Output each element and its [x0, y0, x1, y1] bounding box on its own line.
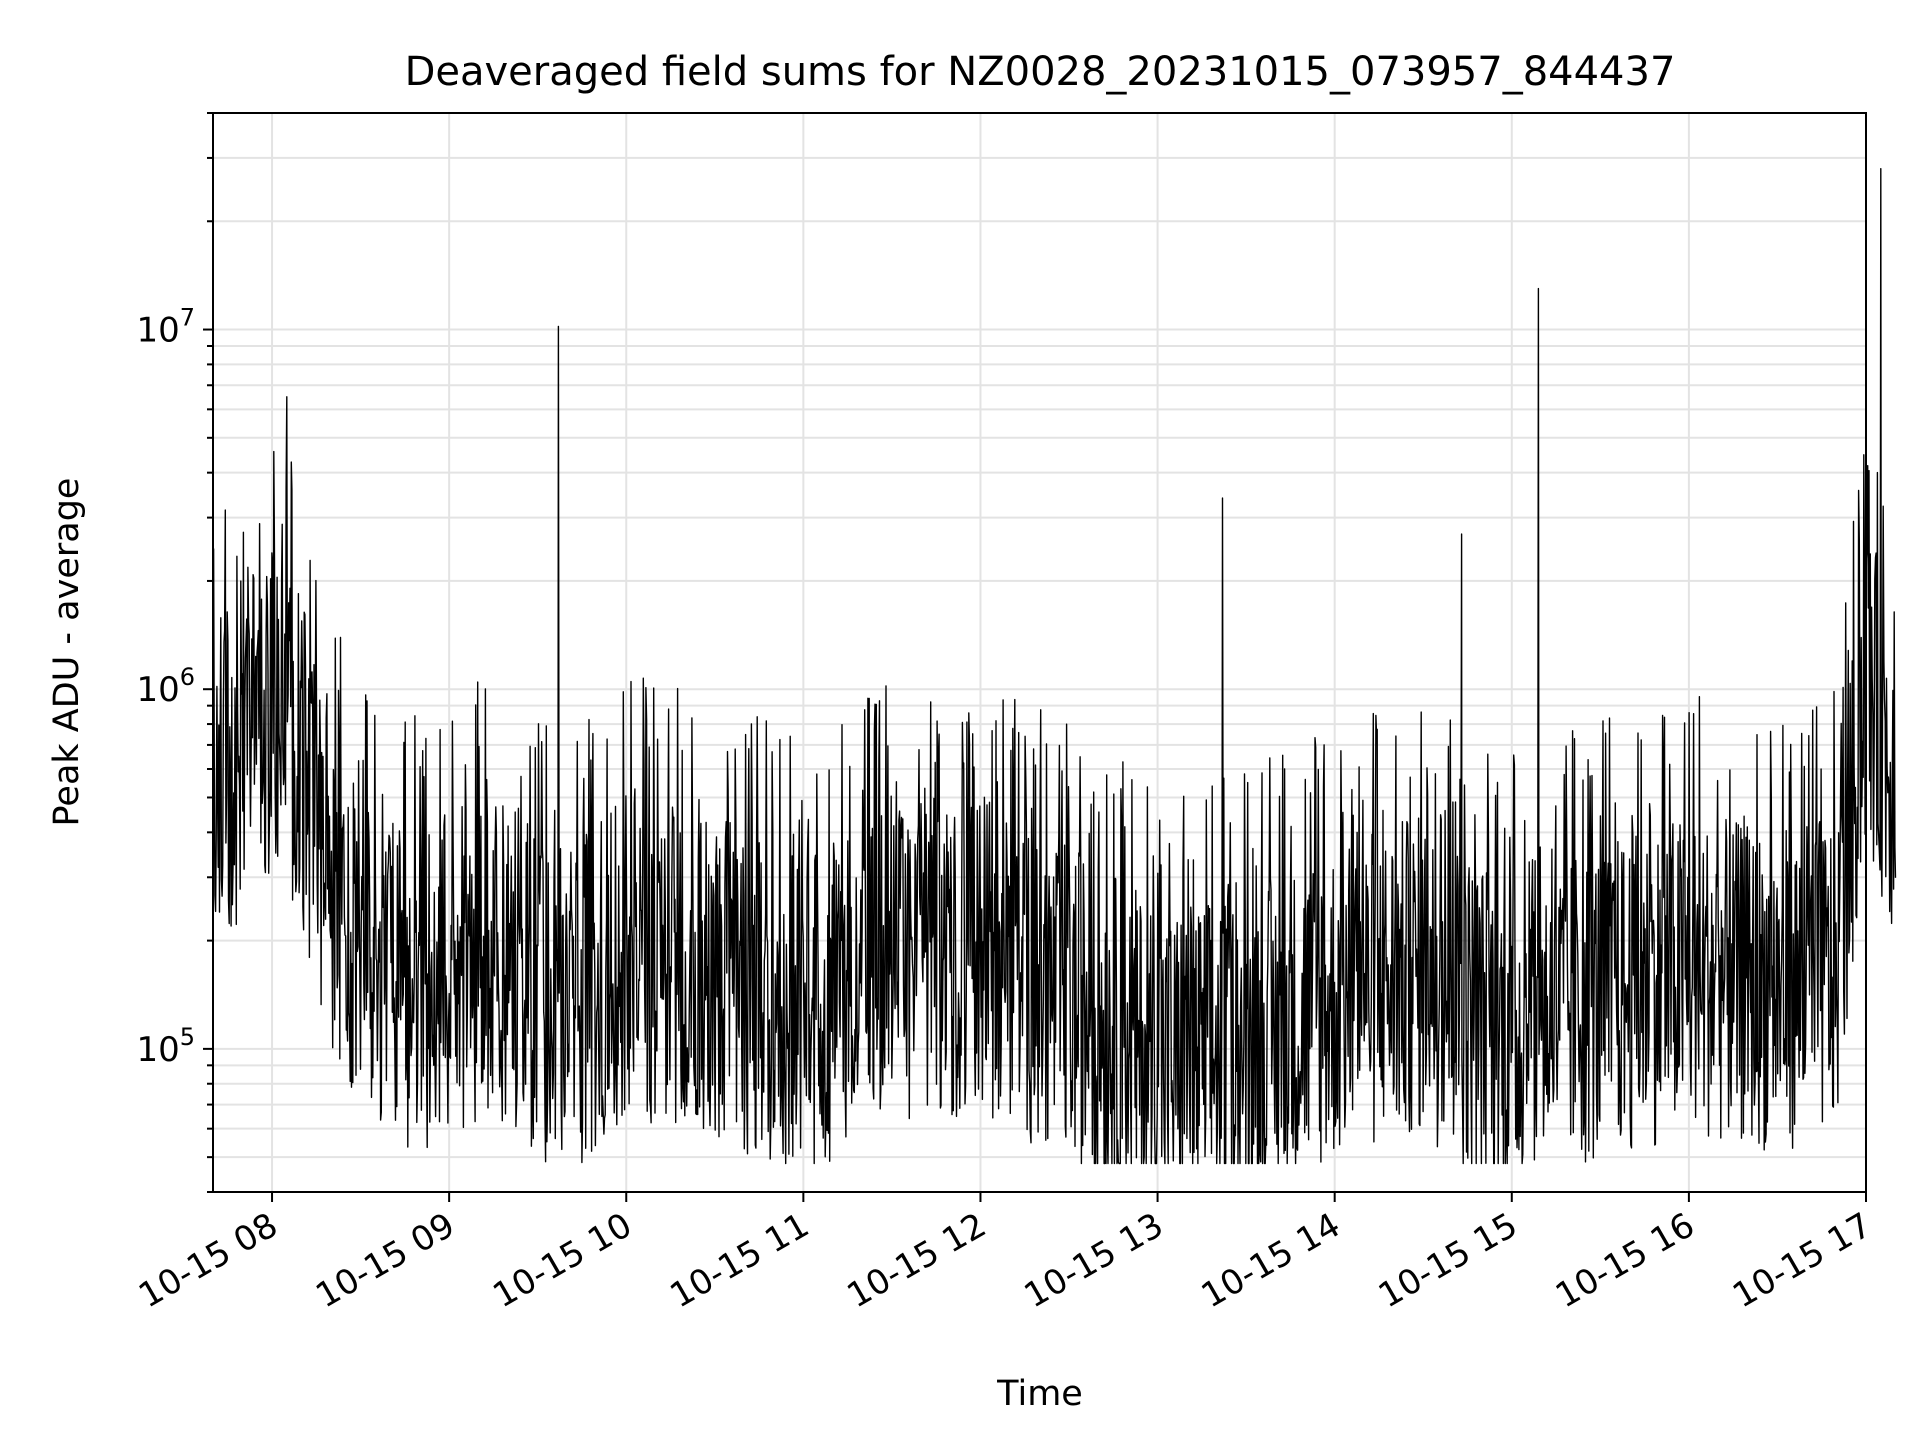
x-grid-lines	[271, 113, 1867, 1192]
y-tick-exponent: 6	[180, 663, 195, 691]
y-axis-label: Peak ADU - average	[47, 478, 87, 827]
y-tick-exponent: 7	[180, 304, 195, 332]
y-tick-label: 105	[136, 1023, 195, 1070]
x-tick-label: 10-15 16	[1549, 1205, 1701, 1316]
y-tick-label: 106	[136, 663, 195, 710]
x-tick-label: 10-15 13	[1018, 1205, 1170, 1316]
y-tick-label: 107	[136, 304, 195, 351]
x-tick-label: 10-15 14	[1195, 1205, 1347, 1316]
x-tick-label: 10-15 15	[1372, 1205, 1524, 1316]
chart-title: Deaveraged field sums for NZ0028_2023101…	[405, 49, 1676, 95]
x-axis-label: Time	[996, 1374, 1083, 1414]
y-tick-exponent: 5	[180, 1023, 195, 1051]
series-line	[212, 168, 1897, 1165]
x-tick-label: 10-15 12	[841, 1205, 993, 1316]
plot-area-frame	[212, 112, 1867, 1193]
data-series	[212, 168, 1897, 1165]
x-tick-label: 10-15 09	[309, 1205, 461, 1316]
y-tick-base: 10	[136, 1030, 179, 1070]
x-tick-label: 10-15 11	[663, 1205, 815, 1316]
x-axis-ticks: 10-15 08 10-15 09 10-15 10 10-15 11 10-15 12…	[132, 1192, 1879, 1316]
x-tick-label: 10-15 08	[132, 1205, 284, 1316]
y-tick-base: 10	[136, 311, 179, 351]
x-tick-label: 10-15 17	[1726, 1205, 1878, 1316]
y-tick-base: 10	[136, 670, 179, 710]
x-tick-label: 10-15 10	[486, 1205, 638, 1316]
